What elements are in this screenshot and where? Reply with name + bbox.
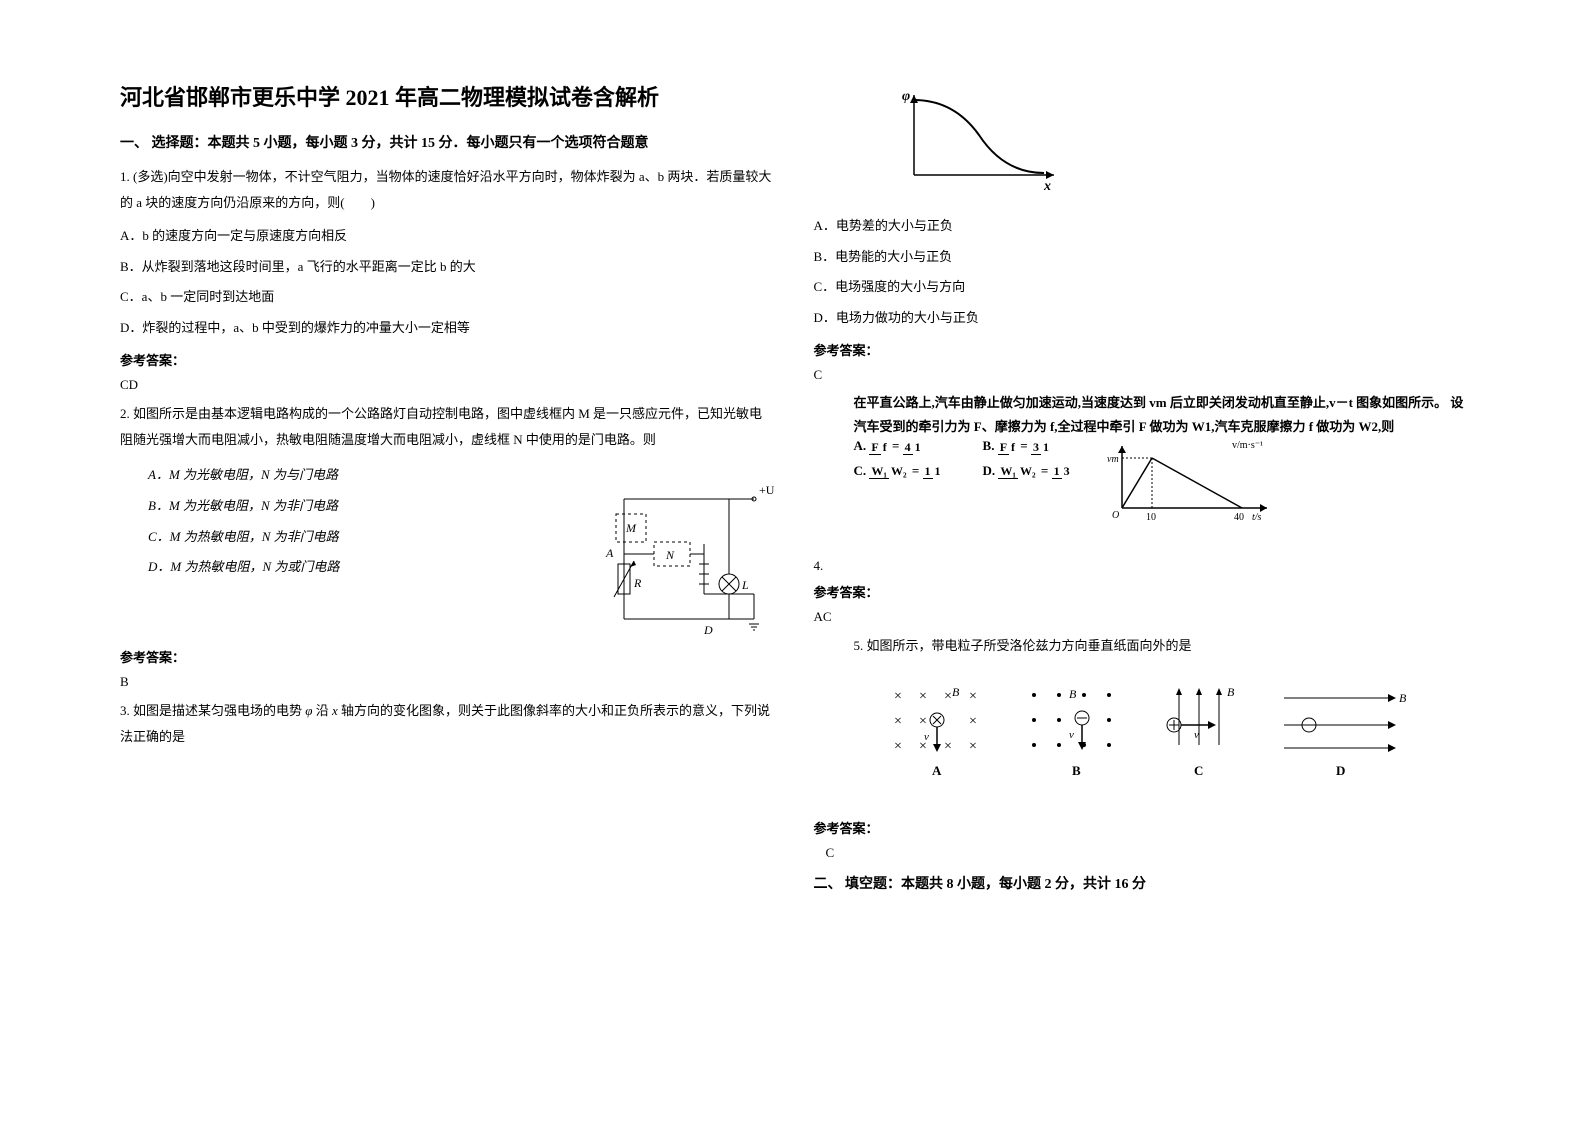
q3-answer: C	[814, 367, 1468, 383]
q2-optD: D．M 为热敏电阻，N 为或门电路	[148, 553, 584, 582]
q1-answer-label: 参考答案：	[120, 350, 774, 369]
q3-optC: C．电场强度的大小与方向	[814, 273, 1468, 302]
svg-text:B: B	[1069, 687, 1077, 701]
circuit-M: M	[625, 521, 637, 535]
q3-optD: D．电场力做功的大小与正负	[814, 304, 1468, 333]
phi-x-graph: φ x	[894, 85, 1074, 195]
q3-optA: A．电势差的大小与正负	[814, 212, 1468, 241]
circuit-R: R	[633, 576, 642, 590]
svg-text:B: B	[1399, 691, 1407, 705]
q1-text: 1. (多选)向空中发射一物体，不计空气阻力，当物体的速度恰好沿水平方向时，物体…	[120, 164, 774, 216]
svg-text:vm: vm	[1107, 454, 1119, 465]
svg-text:v: v	[1069, 729, 1074, 741]
q3-p2: 沿	[316, 703, 329, 718]
q1-optD: D．炸裂的过程中，a、b 中受到的爆炸力的冲量大小一定相等	[120, 314, 774, 343]
q3-phi: φ	[305, 703, 312, 718]
q5-text: 5. 如图所示，带电粒子所受洛伦兹力方向垂直纸面向外的是	[854, 633, 1468, 659]
svg-text:B: B	[1072, 763, 1081, 778]
q2-answer: B	[120, 674, 774, 690]
svg-text:×: ×	[919, 714, 927, 729]
svg-text:C: C	[1194, 763, 1203, 778]
q1-optA: A．b 的速度方向一定与原速度方向相反	[120, 222, 774, 251]
svg-text:×: ×	[944, 739, 952, 754]
svg-text:×: ×	[969, 739, 977, 754]
q1-optB: B．从炸裂到落地这段时间里，a 飞行的水平距离一定比 b 的大	[120, 253, 774, 282]
left-column: 河北省邯郸市更乐中学 2021 年高二物理模拟试卷含解析 一、 选择题：本题共 …	[100, 80, 794, 1082]
svg-text:×: ×	[969, 689, 977, 704]
q4-answer-label: 参考答案：	[814, 582, 1468, 601]
q2-optA: A．M 为光敏电阻，N 为与门电路	[148, 461, 584, 490]
svg-text:×: ×	[894, 739, 902, 754]
circuit-D: D	[703, 623, 713, 637]
svg-text:D: D	[1336, 763, 1345, 778]
exam-title: 河北省邯郸市更乐中学 2021 年高二物理模拟试卷含解析	[120, 80, 774, 112]
section1-header: 一、 选择题：本题共 5 小题，每小题 3 分，共计 15 分．每小题只有一个选…	[120, 132, 774, 152]
svg-text:×: ×	[944, 689, 952, 704]
q4-answer: AC	[814, 609, 1468, 625]
vt-graph: vm O 10 40 t/s v/m·s⁻¹	[1102, 438, 1282, 528]
svg-text:B: B	[1227, 685, 1235, 699]
circuit-diagram: +U M A N R L	[594, 479, 774, 639]
svg-text:×: ×	[919, 689, 927, 704]
q5-figure: ×××× ××× ×××× B v A B v B	[874, 680, 1434, 790]
q2-answer-label: 参考答案：	[120, 647, 774, 666]
svg-text:40: 40	[1234, 512, 1244, 523]
svg-text:×: ×	[894, 689, 902, 704]
q4-optB: B. Ff = 31	[983, 438, 1072, 455]
q4-options: A. Ff = 41 B. Ff = 31 C. W₁W₂ = 11	[854, 438, 1072, 479]
svg-text:v/m·s⁻¹: v/m·s⁻¹	[1232, 440, 1263, 451]
right-column: φ x A．电势差的大小与正负 B．电势能的大小与正负 C．电场强度的大小与方向…	[794, 80, 1488, 1082]
q5-answer-label: 参考答案：	[814, 818, 1468, 837]
svg-text:A: A	[932, 763, 942, 778]
circuit-U: +U	[759, 483, 774, 497]
q3-optB: B．电势能的大小与正负	[814, 243, 1468, 272]
q4-text: 在平直公路上,汽车由静止做匀加速运动,当速度达到 vm 后立即关闭发动机直至静止…	[854, 391, 1468, 438]
q5-answer: C	[826, 845, 1468, 861]
q4-optA: A. Ff = 41	[854, 438, 943, 455]
circuit-A: A	[605, 546, 614, 560]
q4-container: 在平直公路上,汽车由静止做匀加速运动,当速度达到 vm 后立即关闭发动机直至静止…	[814, 391, 1468, 574]
circuit-N: N	[665, 548, 675, 562]
svg-text:B: B	[952, 685, 960, 699]
svg-text:×: ×	[969, 714, 977, 729]
q3-answer-label: 参考答案：	[814, 340, 1468, 359]
q3-x: x	[332, 703, 338, 718]
svg-text:v: v	[1194, 729, 1199, 741]
phi-xlabel: x	[1043, 179, 1051, 194]
q1-optC: C．a、b 一定同时到达地面	[120, 283, 774, 312]
q3-p1: 3. 如图是描述某匀强电场的电势	[120, 703, 302, 718]
q2-optC: C．M 为热敏电阻，N 为非门电路	[148, 523, 584, 552]
section2-header: 二、 填空题：本题共 8 小题，每小题 2 分，共计 16 分	[814, 873, 1468, 893]
svg-text:t/s: t/s	[1252, 512, 1262, 523]
svg-text:v: v	[924, 731, 929, 743]
q4-optC: C. W₁W₂ = 11	[854, 463, 943, 480]
svg-text:O: O	[1112, 510, 1119, 521]
svg-text:10: 10	[1146, 512, 1156, 523]
q3-text: 3. 如图是描述某匀强电场的电势 φ 沿 x 轴方向的变化图象，则关于此图像斜率…	[120, 698, 774, 750]
q2-optB: B．M 为光敏电阻，N 为非门电路	[148, 492, 584, 521]
q1-answer: CD	[120, 377, 774, 393]
phi-ylabel: φ	[902, 89, 910, 104]
circuit-L: L	[741, 578, 749, 592]
q4-optD: D. W₁W₂ = 13	[983, 463, 1072, 480]
q2-text: 2. 如图所示是由基本逻辑电路构成的一个公路路灯自动控制电路，图中虚线框内 M …	[120, 401, 774, 453]
svg-text:×: ×	[894, 714, 902, 729]
q4-number: 4.	[814, 558, 1468, 574]
